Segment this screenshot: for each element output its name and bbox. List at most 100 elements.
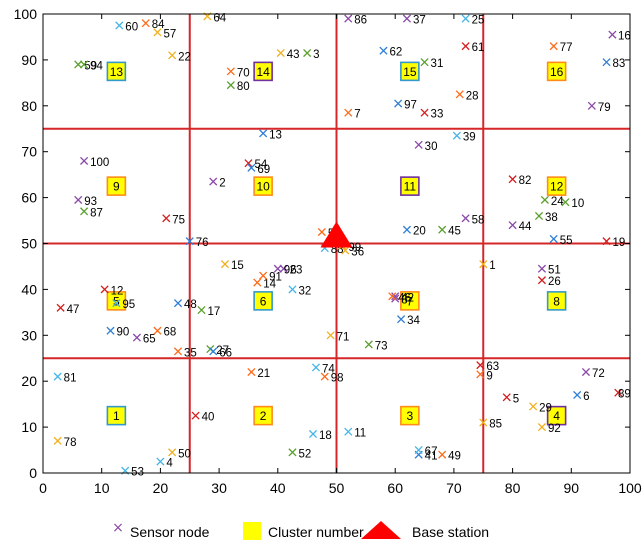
sensor-node-marker <box>317 227 326 237</box>
sensor-node-marker <box>185 237 194 246</box>
sensor-node-label: 58 <box>472 214 485 226</box>
sensor-node-label: 21 <box>257 368 270 380</box>
sensor-node-marker <box>452 131 461 140</box>
sensor-node-label: 38 <box>545 212 558 224</box>
cluster-label: 1 <box>113 409 120 423</box>
sensor-node-label: 28 <box>466 90 479 102</box>
sensor-node-marker <box>226 67 235 76</box>
cluster-marker <box>546 405 567 426</box>
legend-base-station-triangle <box>361 521 401 539</box>
sensor-node-label: 48 <box>184 299 197 311</box>
x-tick-label: 70 <box>446 480 462 496</box>
sensor-node-label: 91 <box>269 272 282 284</box>
cluster-marker <box>400 61 420 82</box>
sensor-node-marker <box>455 90 464 99</box>
sensor-node-label: 92 <box>548 423 561 435</box>
sensor-node-marker <box>209 177 218 186</box>
sensor-node-marker <box>540 195 549 204</box>
sensor-node-label: 25 <box>472 15 485 27</box>
y-tick-label: 30 <box>21 327 37 343</box>
sensor-node-marker <box>259 271 268 280</box>
sensor-node-label: 62 <box>389 47 402 59</box>
sensor-node-label: 67 <box>425 446 438 458</box>
sensor-node-label: 69 <box>257 164 270 176</box>
sensor-node-marker <box>244 159 253 168</box>
sensor-node-marker <box>308 429 318 439</box>
cluster-label: 3 <box>407 409 414 423</box>
sensor-node-marker <box>379 46 388 55</box>
sensor-node-label: 72 <box>592 368 605 380</box>
sensor-node-label: 15 <box>231 260 244 272</box>
sensor-node-label: 60 <box>125 21 138 33</box>
sensor-node-label: 42 <box>401 292 414 304</box>
sensor-node-marker <box>461 14 470 23</box>
sensor-node-label: 82 <box>519 175 532 187</box>
sensor-node-marker <box>420 58 429 67</box>
sensor-node-marker <box>153 326 162 335</box>
sensor-node-label: 45 <box>448 226 461 238</box>
cluster-marker <box>253 405 273 426</box>
sensor-node-label: 80 <box>237 81 250 93</box>
cluster-marker <box>106 176 127 196</box>
sensor-node-marker <box>476 370 485 379</box>
sensor-node-marker <box>168 51 177 60</box>
x-tick-label: 90 <box>564 480 580 496</box>
cluster-label: 14 <box>256 65 270 79</box>
sensor-node-marker <box>344 427 353 436</box>
sensor-node-label: 37 <box>413 15 426 27</box>
sensor-node-marker <box>534 211 544 221</box>
sensor-node-label: 51 <box>548 265 561 277</box>
sensor-node-marker <box>156 457 165 466</box>
x-tick-label: 50 <box>329 480 345 496</box>
sensor-node-marker <box>56 303 65 312</box>
sensor-node-marker <box>100 285 109 294</box>
x-tick-label: 100 <box>618 480 642 496</box>
sensor-node-marker <box>479 418 488 427</box>
legend-cluster-swatch <box>243 522 261 540</box>
sensor-node-marker <box>197 305 206 315</box>
sensor-node-marker <box>364 340 373 349</box>
sensor-node-label: 10 <box>571 198 584 210</box>
sensor-node-label: 23 <box>290 265 303 277</box>
sensor-node-marker <box>402 225 411 234</box>
sensor-node-label: 96 <box>284 265 297 277</box>
cluster-marker <box>106 405 127 426</box>
sensor-node-label: 3 <box>313 49 319 61</box>
sensor-node-marker <box>608 30 617 39</box>
sensor-node-label: 73 <box>375 340 388 352</box>
sensor-node-label: 14 <box>263 279 276 291</box>
sensor-node-label: 20 <box>413 226 426 238</box>
x-tick-label: 80 <box>505 480 521 496</box>
sensor-node-marker <box>226 81 235 90</box>
sensor-node-label: 5 <box>513 393 519 405</box>
sensor-node-label: 17 <box>207 306 220 318</box>
sensor-node-marker <box>461 42 470 51</box>
sensor-node-label: 66 <box>219 347 232 359</box>
sensor-node-label: 13 <box>269 129 282 141</box>
sensor-node-label: 9 <box>486 370 492 382</box>
sensor-node-label: 79 <box>598 102 611 114</box>
sensor-node-marker <box>537 423 547 432</box>
sensor-node-marker <box>341 246 350 255</box>
sensor-node-label: 63 <box>486 361 499 373</box>
sensor-node-marker <box>529 402 538 411</box>
sensor-node-label: 22 <box>178 51 191 63</box>
sensor-node-label: 40 <box>202 412 215 424</box>
sensor-node-marker <box>247 163 256 172</box>
sensor-node-label: 81 <box>64 373 77 385</box>
cluster-label: 12 <box>550 180 564 194</box>
sensor-node-marker <box>320 372 329 381</box>
sensor-node-marker <box>476 361 485 370</box>
sensor-node-marker <box>273 264 282 273</box>
sensor-node-label: 83 <box>613 58 626 70</box>
sensor-node-marker <box>220 260 230 269</box>
sensor-node-label: 59 <box>84 60 97 72</box>
x-tick-label: 0 <box>39 480 47 496</box>
sensor-node-marker <box>115 21 124 30</box>
cluster-marker <box>253 291 273 311</box>
sensor-node-marker <box>438 450 447 459</box>
sensor-node-label: 35 <box>184 347 197 359</box>
sensor-node-label: 47 <box>67 304 80 316</box>
